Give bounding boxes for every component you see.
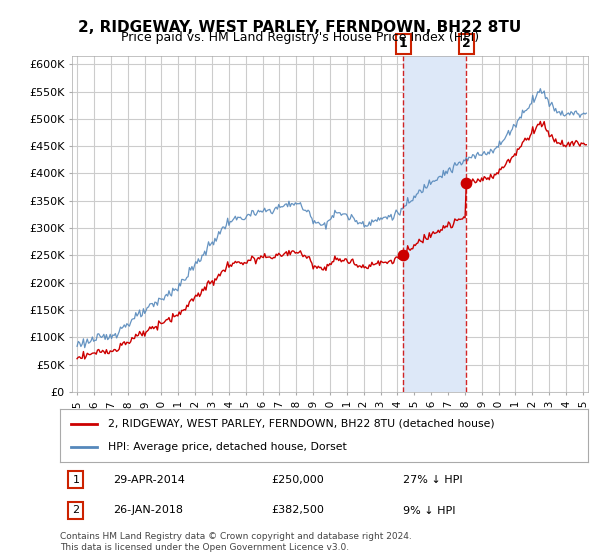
Point	[461, 179, 471, 188]
Text: 29-APR-2014: 29-APR-2014	[113, 474, 185, 484]
Bar	[403, 56, 466, 392]
Text: HPI: Average price, detached house, Dorset: HPI: Average price, detached house, Dors…	[107, 442, 346, 452]
Text: 2, RIDGEWAY, WEST PARLEY, FERNDOWN, BH22 8TU: 2, RIDGEWAY, WEST PARLEY, FERNDOWN, BH22…	[79, 20, 521, 35]
Text: £382,500: £382,500	[271, 506, 324, 516]
Text: £250,000: £250,000	[271, 474, 324, 484]
Text: 2: 2	[462, 38, 470, 50]
Text: 26-JAN-2018: 26-JAN-2018	[113, 506, 183, 516]
Text: 2: 2	[72, 506, 79, 516]
Text: 9% ↓ HPI: 9% ↓ HPI	[403, 506, 456, 516]
Text: 1: 1	[398, 38, 407, 50]
Text: Price paid vs. HM Land Registry's House Price Index (HPI): Price paid vs. HM Land Registry's House …	[121, 31, 479, 44]
Text: 2, RIDGEWAY, WEST PARLEY, FERNDOWN, BH22 8TU (detached house): 2, RIDGEWAY, WEST PARLEY, FERNDOWN, BH22…	[107, 419, 494, 429]
Text: Contains HM Land Registry data © Crown copyright and database right 2024.
This d: Contains HM Land Registry data © Crown c…	[60, 532, 412, 552]
Text: 27% ↓ HPI: 27% ↓ HPI	[403, 474, 463, 484]
Point	[398, 251, 408, 260]
Text: 1: 1	[73, 474, 79, 484]
